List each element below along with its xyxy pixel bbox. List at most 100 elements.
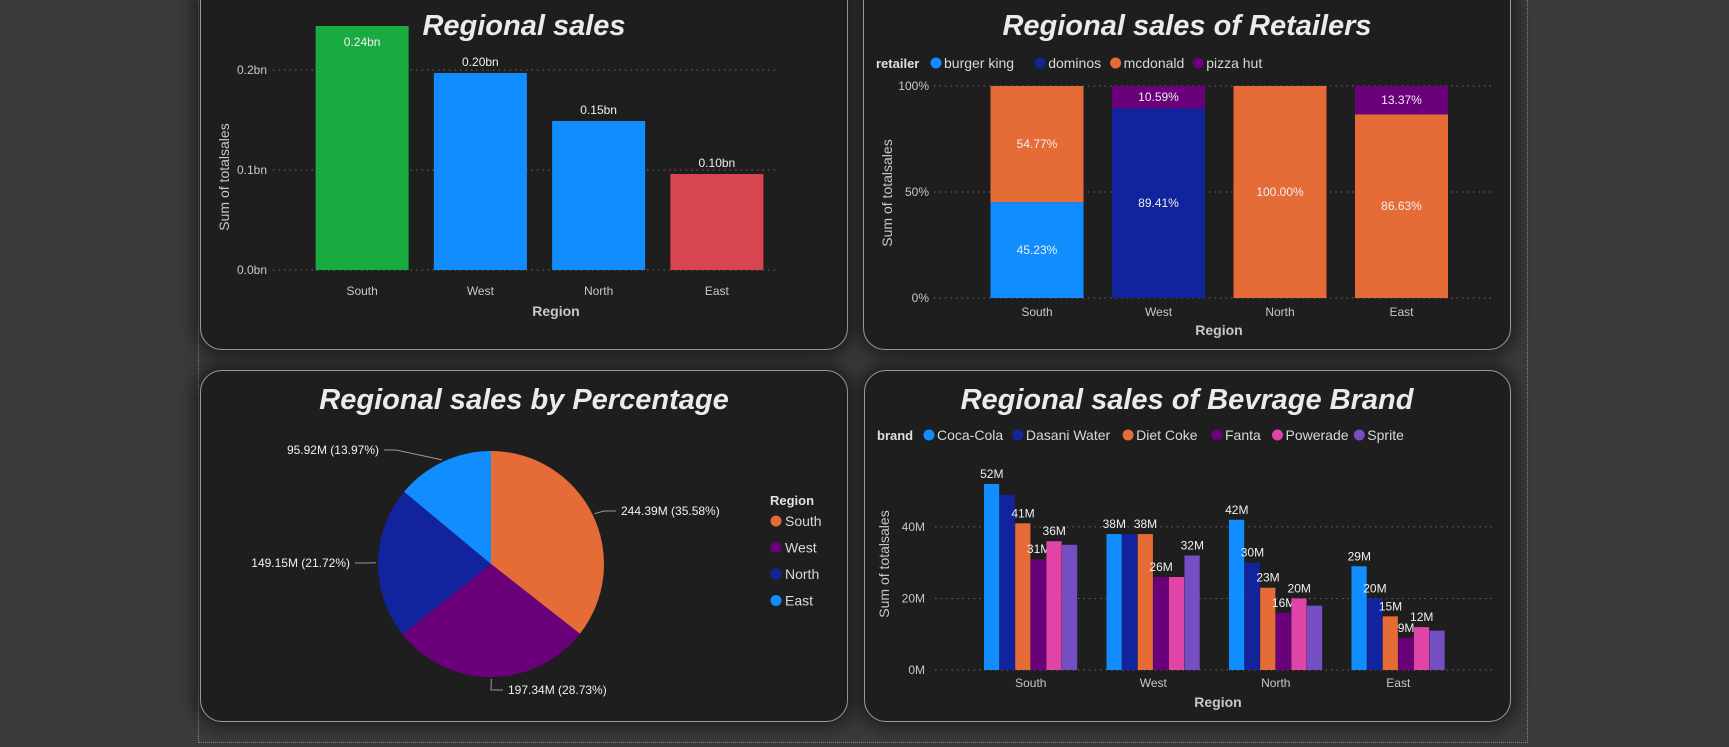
data-label-west-fanta: 26M <box>1149 560 1172 574</box>
segment-west-dominos <box>1112 108 1205 298</box>
bar-west-powerade <box>1168 577 1185 670</box>
data-label-east-pizza-hut: 13.37% <box>1381 93 1422 107</box>
data-label-north-mcdonald: 100.00% <box>1256 185 1304 199</box>
segment-east-pizza-hut <box>1355 86 1448 115</box>
bar-east-fanta <box>1398 637 1414 670</box>
data-label-south-fanta: 31M <box>1027 542 1050 556</box>
x-tick-label: South <box>1015 676 1046 690</box>
bar-north-powerade <box>1291 598 1307 670</box>
segment-north-mcdonald <box>1233 86 1327 298</box>
legend-item-north: North <box>785 566 819 582</box>
bar-north-dasani-water <box>1244 562 1260 670</box>
bar-south-fanta <box>1030 559 1046 670</box>
y-tick-label: 0.2bn <box>237 63 267 77</box>
legend-marker-mcdonald <box>1110 57 1122 69</box>
legend-item-pizza-hut: pizza hut <box>1206 55 1262 71</box>
bar-west-coca-cola <box>1106 534 1122 670</box>
y-tick-label: 20M <box>902 591 925 605</box>
x-tick-label: North <box>1261 676 1290 690</box>
chart-title: Regional sales of Bevrage Brand <box>961 384 1415 416</box>
y-axis-title: Sum of totalsales <box>879 139 895 246</box>
segment-east-mcdonald <box>1355 114 1448 298</box>
y-axis-title: Sum of totalsales <box>216 123 232 230</box>
regional-sales-retailers-chart: Regional sales of Retailers retailer burge… <box>876 10 1494 338</box>
legend-item-south: South <box>785 513 822 529</box>
legend-item-fanta: Fanta <box>1225 427 1261 443</box>
x-tick-label: North <box>584 284 613 298</box>
chart-title: Regional sales by Percentage <box>319 384 728 416</box>
legend-item-dasani-water: Dasani Water <box>1026 427 1111 443</box>
bar-west-dasani-water <box>1122 534 1138 670</box>
segment-south-burger-king <box>990 202 1084 298</box>
legend-item-west: West <box>785 540 817 556</box>
legend-marker-diet-coke <box>1122 429 1134 441</box>
data-label-west-diet-coke: 38M <box>1134 517 1157 531</box>
legend-marker-pizza-hut <box>1192 57 1204 69</box>
legend-title: Region <box>770 493 814 508</box>
data-label-west-sprite: 32M <box>1181 539 1204 553</box>
data-label-west: 197.34M (28.73%) <box>508 683 607 697</box>
bar-east-sprite <box>1429 630 1445 670</box>
data-label-north: 0.15bn <box>580 103 617 117</box>
leader-line-south <box>594 510 616 515</box>
regional-sales-brand-card[interactable]: Regional sales of Bevrage Brand brand Coca… <box>864 370 1511 722</box>
bar-north-diet-coke <box>1260 587 1276 670</box>
data-label-east-fanta: 9M <box>1398 621 1415 635</box>
data-label-east-mcdonald: 86.63% <box>1381 199 1422 213</box>
legend-marker-sprite <box>1353 429 1365 441</box>
pie-slice-north <box>378 491 491 635</box>
legend-marker-dasani-water <box>1012 429 1024 441</box>
x-axis-title: Region <box>532 303 579 319</box>
segment-south-mcdonald <box>990 86 1084 203</box>
data-label-north: 149.15M (21.72%) <box>251 556 350 570</box>
data-label-east-powerade: 12M <box>1410 610 1433 624</box>
y-axis-title: Sum of totalsales <box>876 510 892 617</box>
bar-north-fanta <box>1275 612 1291 670</box>
data-label-south-burger-king: 45.23% <box>1017 243 1058 257</box>
data-label-east: 95.92M (13.97%) <box>287 443 379 457</box>
bar-north-sprite <box>1307 605 1323 670</box>
data-label-north-diet-coke: 23M <box>1256 571 1279 585</box>
legend-item-sprite: Sprite <box>1367 427 1404 443</box>
pie-slice-south <box>491 451 604 634</box>
bar-south-dasani-water <box>999 494 1015 670</box>
legend-title: retailer <box>876 56 919 71</box>
y-tick-label: 50% <box>905 185 929 199</box>
legend-title: brand <box>877 428 913 443</box>
bar-west <box>433 73 527 270</box>
legend-item-coca-cola: Coca-Cola <box>937 427 1003 443</box>
legend-marker-dominos <box>1034 57 1046 69</box>
regional-sales-retailers-card[interactable]: Regional sales of Retailers retailer burge… <box>863 0 1511 350</box>
legend-item-diet-coke: Diet Coke <box>1136 427 1198 443</box>
data-label-west-coca-cola: 38M <box>1103 517 1126 531</box>
data-label-east-dasani-water: 20M <box>1363 581 1386 595</box>
regional-sales-percentage-card[interactable]: Regional sales by Percentage 244.39M (35.… <box>200 370 848 722</box>
bar-north-coca-cola <box>1229 519 1245 670</box>
bar-north <box>552 121 646 270</box>
bar-west-diet-coke <box>1137 534 1153 670</box>
x-tick-label: East <box>705 284 730 298</box>
bar-south-sprite <box>1062 544 1078 670</box>
data-label-south-mcdonald: 54.77% <box>1017 137 1058 151</box>
data-label-north-fanta: 16M <box>1272 596 1295 610</box>
data-label-west-pizza-hut: 10.59% <box>1138 90 1179 104</box>
legend-marker-west <box>770 542 782 553</box>
y-tick-label: 0% <box>912 291 930 305</box>
data-label-west: 0.20bn <box>462 55 499 69</box>
regional-sales-card[interactable]: Regional sales 0.0bn 0.1bn 0.2bn 0.24bn South… <box>200 0 848 350</box>
legend-marker-burger-king <box>930 57 942 69</box>
chart-title: Regional sales of Retailers <box>1002 10 1371 42</box>
pie-slice-east <box>404 451 491 564</box>
legend-item-powerade: Powerade <box>1286 427 1349 443</box>
dashboard-frame <box>198 0 1528 743</box>
segment-west-pizza-hut <box>1112 86 1205 109</box>
y-tick-label: 0.1bn <box>237 163 267 177</box>
data-label-south-powerade: 36M <box>1043 524 1066 538</box>
bar-south <box>315 26 409 270</box>
legend-marker-east <box>770 595 782 606</box>
data-label-south: 244.39M (35.58%) <box>621 504 720 518</box>
y-tick-label: 0.0bn <box>237 263 267 277</box>
x-tick-label: South <box>1021 305 1052 319</box>
legend-marker-powerade <box>1272 429 1283 441</box>
